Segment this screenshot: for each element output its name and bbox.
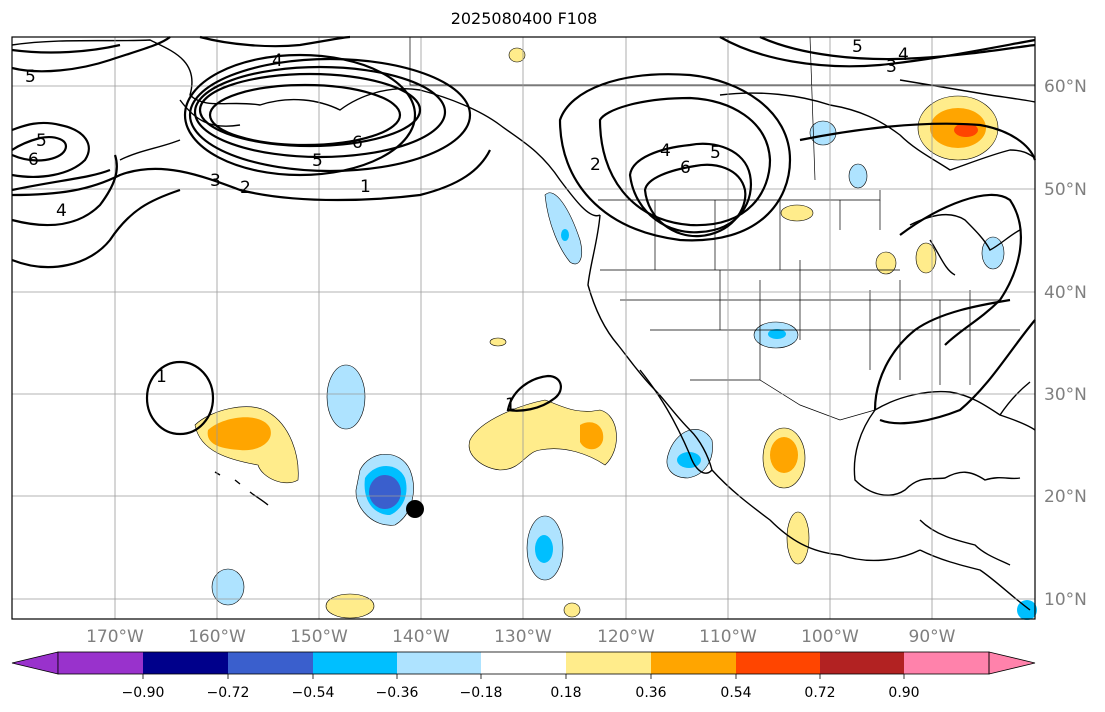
lat-label: 40°N [1044,283,1087,303]
colorbar-segment [566,652,651,674]
contour-label-2: 2 [240,178,251,198]
contour-label-5: 5 [312,151,323,171]
colorbar-segment [313,652,397,674]
contour-label-3: 3 [210,171,221,191]
lon-label: 170°W [86,627,144,647]
contour-label-4-trough: 4 [660,141,671,161]
contour-label-1: 1 [360,177,371,197]
lat-label: 30°N [1044,385,1087,405]
contour-label-3-east: 3 [886,57,897,77]
colorbar-segment [58,652,143,674]
colorbar-segment [820,652,904,674]
longitude-labels: 170°W 160°W 150°W 140°W 130°W 120°W 110°… [86,627,956,647]
lat-label: 60°N [1044,77,1087,97]
lon-label: 100°W [801,627,859,647]
contour-label-4-west: 4 [56,201,67,221]
colorbar-tick-label: 0.36 [635,685,666,701]
colorbar-tick-label: −0.90 [122,685,165,701]
colorbar-segment [651,652,736,674]
lat-label: 10°N [1044,590,1087,610]
colorbar-tick-label: 0.72 [804,685,835,701]
lat-label: 50°N [1044,180,1087,200]
lon-label: 90°W [909,627,956,647]
coastlines [11,39,1036,611]
colorbar-tick-label: 0.18 [550,685,581,701]
contour-label-2-trough: 2 [590,155,601,175]
contour-label-1-central: 1 [505,395,516,415]
anomaly-fills [194,47,1037,620]
location-marker [406,500,424,518]
colorbar-segment [481,652,566,674]
contour-labels: 1 2 3 4 5 6 5 5 6 4 4 5 6 2 5 3 4 1 1 [25,37,909,415]
colorbar-tick-label: 0.90 [888,685,919,701]
colorbar-segment [143,652,228,674]
contour-label-1-hawaii: 1 [156,367,167,387]
contour-label-5-west: 5 [25,67,36,87]
graticule [12,37,1035,619]
lat-label: 20°N [1044,487,1087,507]
colorbar-segment [228,652,313,674]
colorbar: −0.90 −0.72 −0.54 −0.36 −0.18 0.18 0.36 … [11,651,1036,701]
colorbar-tick-label: −0.18 [460,685,503,701]
colorbar-tick-label: −0.36 [376,685,419,701]
contour-label-6: 6 [352,133,363,153]
latitude-labels: 60°N 50°N 40°N 30°N 20°N 10°N [1044,77,1087,610]
contour-label-5-trough: 5 [710,143,721,163]
colorbar-tick-label: 0.54 [720,685,751,701]
lon-label: 140°W [392,627,450,647]
map-frame [11,36,1036,620]
lon-label: 120°W [597,627,655,647]
colorbar-tick-label: −0.72 [207,685,250,701]
lon-label: 160°W [188,627,246,647]
contour-label-5-west-b: 5 [36,131,47,151]
colorbar-extend-max [988,651,1036,675]
map-plot-area: 1 2 3 4 5 6 5 5 6 4 4 5 6 2 5 3 4 1 1 [11,35,1037,620]
lon-label: 110°W [699,627,757,647]
lon-label: 150°W [290,627,348,647]
contour-lines [11,35,1037,436]
contour-label-4-east: 4 [898,45,909,65]
contour-label-6-west: 6 [28,150,39,170]
contour-label-4: 4 [272,51,283,71]
colorbar-segment [736,652,820,674]
map-title: 2025080400 F108 [450,9,598,28]
colorbar-extend-min [11,651,59,675]
colorbar-tick-label: −0.54 [292,685,335,701]
lon-label: 130°W [494,627,552,647]
contour-label-5-east: 5 [852,37,863,57]
colorbar-segment [904,652,989,674]
colorbar-segment [397,652,481,674]
contour-label-6-trough: 6 [680,158,691,178]
